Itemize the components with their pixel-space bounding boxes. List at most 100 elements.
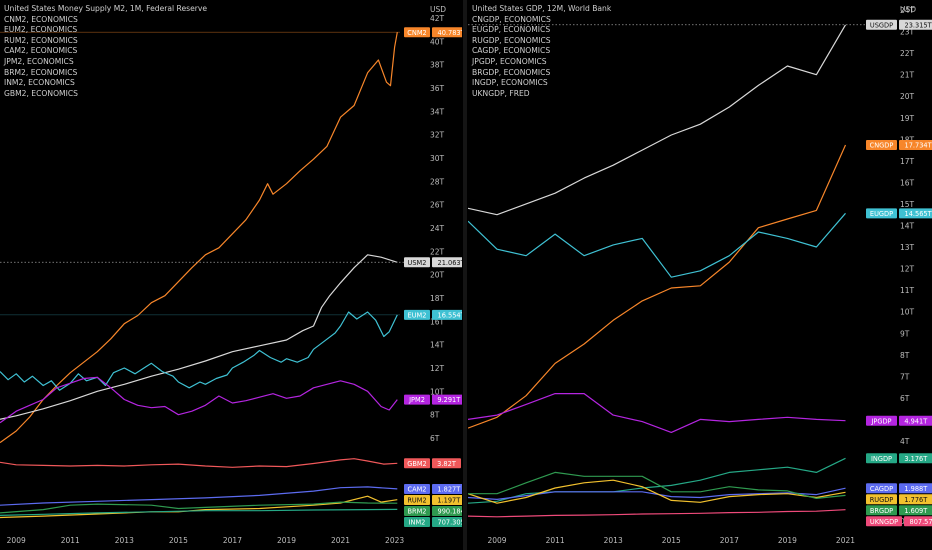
y-tick-label: 12T — [430, 364, 445, 373]
series-tag-gbm2[interactable]: GBM2 3.82T — [404, 458, 461, 469]
series-tag-rugdp[interactable]: RUGDP 1.776T — [866, 494, 932, 505]
legend-item[interactable]: EUM2, ECONOMICS — [4, 25, 78, 35]
panel-divider[interactable] — [463, 0, 467, 550]
series-tag-name: CAM2 — [408, 486, 427, 494]
last-value-tags: USGDP 23.315T CNGDP 17.734T EUGDP 14.565T JPGD… — [866, 19, 932, 527]
money-supply-chart: 6T 8T 10T 12T 14T 16T 18T 20T 22T 24T 26T 28T 30T 32T… — [0, 14, 462, 545]
series-tag-name: USGDP — [870, 21, 893, 29]
series-line-jpgdp[interactable] — [468, 393, 846, 433]
currency-unit-label: USD — [900, 5, 917, 14]
y-tick-label: 18T — [430, 294, 445, 303]
y-tick-label: 20T — [430, 271, 445, 280]
legend-item[interactable]: JPM2, ECONOMICS — [4, 56, 74, 66]
legend-item[interactable]: UKNGDP, FRED — [472, 88, 530, 98]
y-tick-label: 28T — [430, 177, 445, 186]
main-series-title[interactable]: United States Money Supply M2, 1M, Feder… — [4, 4, 208, 13]
series-tag-value: 40.783T — [438, 29, 462, 37]
x-tick-label: 2013 — [115, 536, 134, 545]
series-line-inm2[interactable] — [0, 508, 398, 516]
series-tag-usm2[interactable]: USM2 21.063T — [404, 257, 462, 268]
series-line-gbm2[interactable] — [0, 458, 398, 468]
y-tick-label: 40T — [430, 37, 445, 46]
series-tag-name: BRM2 — [408, 508, 427, 516]
series-tag-name: USM2 — [408, 259, 427, 267]
legend-item[interactable]: CNGDP, ECONOMICS — [472, 14, 551, 24]
series-line-brgdp[interactable] — [468, 471, 846, 499]
y-tick-label: 14T — [900, 222, 915, 231]
series-tag-name: EUM2 — [408, 311, 427, 319]
series-tag-usgdp[interactable]: USGDP 23.315T — [866, 19, 932, 30]
series-tag-value: 16.554T — [438, 311, 462, 319]
x-axis[interactable]: 2009 2011 2013 2015 2017 2019 2021 — [487, 536, 855, 545]
y-tick-label: 36T — [430, 84, 445, 93]
x-tick-label: 2017 — [223, 536, 242, 545]
y-tick-label: 0 — [900, 517, 905, 526]
y-tick-label: 16T — [430, 317, 445, 326]
x-tick-label: 2017 — [720, 536, 739, 545]
series-line-eum2[interactable] — [0, 311, 398, 391]
series-line-brm2[interactable] — [0, 501, 398, 514]
legend-item[interactable]: INM2, ECONOMICS — [4, 78, 75, 88]
series-tag-value: 3.176T — [904, 455, 928, 463]
y-tick-label: 22T — [900, 49, 915, 58]
series-line-cngdp[interactable] — [468, 144, 847, 429]
legend-item[interactable]: BRM2, ECONOMICS — [4, 67, 78, 77]
series-tag-eum2[interactable]: EUM2 16.554T — [404, 309, 462, 320]
series-line-usm2[interactable] — [0, 254, 398, 420]
series-tag-jpm2[interactable]: JPM2 9.291T — [404, 394, 462, 405]
legend-item[interactable]: INGDP, ECONOMICS — [472, 78, 548, 88]
legend-item[interactable]: EUGDP, ECONOMICS — [472, 25, 551, 35]
series-tag-value: 1.827T — [437, 486, 461, 494]
x-tick-label: 2011 — [61, 536, 80, 545]
gdp-chart: 04T5T6T7T8T9T10T11T12T13T14T15T16T17T18T… — [468, 6, 932, 545]
series-tag-value: 1.776T — [904, 496, 928, 504]
series-tag-cnm2[interactable]: CNM2 40.783T — [404, 27, 462, 38]
y-axis[interactable]: 6T 8T 10T 12T 14T 16T 18T 20T 22T 24T 26T 28T 30T 32T… — [430, 14, 445, 443]
series-line-ingdp[interactable] — [468, 457, 846, 504]
legend-item[interactable]: CNM2, ECONOMICS — [4, 14, 78, 24]
legend-item[interactable]: CAM2, ECONOMICS — [4, 46, 78, 56]
series-line-jpm2[interactable] — [0, 376, 398, 424]
x-tick-label: 2021 — [836, 536, 855, 545]
series-tag-jpgdp[interactable]: JPGDP 4.941T — [866, 415, 932, 426]
series-tag-name: UKNGDP — [870, 518, 898, 526]
series-line-rum2[interactable] — [0, 495, 398, 519]
series-tag-value: 23.315T — [905, 21, 932, 29]
series-tag-value: 990.184B — [438, 508, 462, 516]
series-tag-brgdp[interactable]: BRGDP 1.609T — [866, 505, 932, 516]
series-tag-value: 1.197T — [437, 497, 461, 505]
y-tick-label: 19T — [900, 114, 915, 123]
main-series-title[interactable]: United States GDP, 12M, World Bank — [472, 4, 612, 13]
legend-item[interactable]: RUGDP, ECONOMICS — [472, 35, 551, 45]
series-line-cam2[interactable] — [0, 486, 398, 506]
legend-item[interactable]: RUM2, ECONOMICS — [4, 35, 78, 45]
legend-item[interactable]: JPGDP, ECONOMICS — [472, 56, 547, 66]
series-line-rugdp[interactable] — [468, 479, 846, 504]
series-line-eugdp[interactable] — [468, 212, 846, 278]
series-line-usgdp[interactable] — [468, 24, 847, 216]
series-tag-name: JPM2 — [408, 396, 425, 404]
gdp-panel: 04T5T6T7T8T9T10T11T12T13T14T15T16T17T18T… — [468, 0, 932, 550]
series-tag-value: 4.941T — [904, 417, 928, 425]
series-tag-rum2[interactable]: RUM2 1.197T — [404, 494, 462, 505]
series-tag-inm2[interactable]: INM2 707.305B — [404, 516, 462, 527]
series-tag-ukngdp[interactable]: UKNGDP 807.572B — [866, 516, 932, 527]
series-tag-value: 3.82T — [437, 460, 457, 468]
legend-item[interactable]: GBM2, ECONOMICS — [4, 88, 78, 98]
x-tick-label: 2009 — [487, 536, 506, 545]
series-tag-brm2[interactable]: BRM2 990.184B — [404, 505, 462, 516]
series-tag-ingdp[interactable]: INGDP 3.176T — [866, 453, 932, 464]
legend-item[interactable]: CAGDP, ECONOMICS — [472, 46, 551, 56]
series-tag-cngdp[interactable]: CNGDP 17.734T — [866, 140, 932, 151]
series-tag-eugdp[interactable]: EUGDP 14.565T — [866, 208, 932, 219]
x-axis[interactable]: 2009 2011 2013 2015 2017 2019 2021 2023 — [7, 536, 405, 545]
legend-item[interactable]: BRGDP, ECONOMICS — [472, 67, 551, 77]
series-tag-cagdp[interactable]: CAGDP 1.988T — [866, 483, 932, 494]
y-axis[interactable]: 04T5T6T7T8T9T10T11T12T13T14T15T16T17T18T… — [900, 6, 915, 526]
series-tag-cam2[interactable]: CAM2 1.827T — [404, 483, 462, 494]
x-tick-label: 2023 — [385, 536, 404, 545]
y-tick-label: 38T — [430, 61, 445, 70]
series-line-ukngdp[interactable] — [468, 509, 846, 518]
y-tick-label: 6T — [430, 434, 440, 443]
series-line-cnm2[interactable] — [0, 32, 398, 444]
